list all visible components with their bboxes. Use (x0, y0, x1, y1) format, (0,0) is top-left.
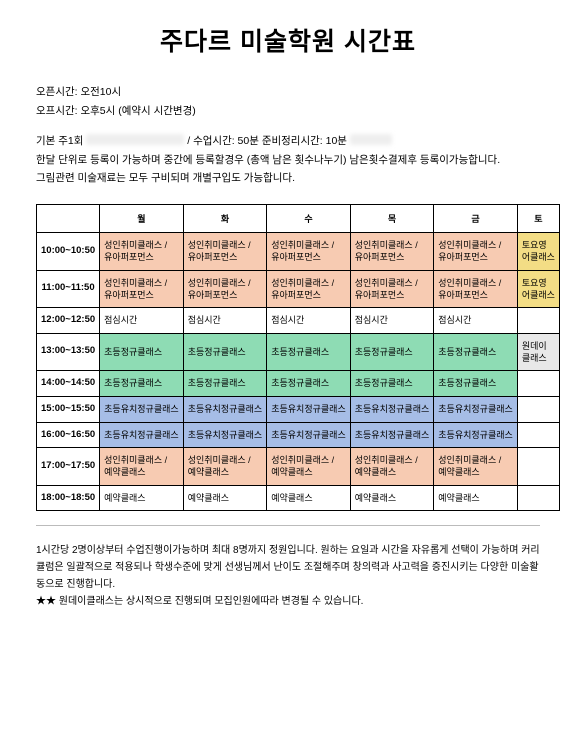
class-cell: 점심시간 (100, 307, 184, 333)
timetable: 월화수목금토 10:00~10:50성인취미클래스 / 유아퍼포먼스성인취미클래… (36, 204, 560, 511)
time-cell: 14:00~14:50 (37, 370, 100, 396)
table-row: 13:00~13:50초등정규클래스초등정규클래스초등정규클래스초등정규클래스초… (37, 333, 560, 370)
header-day: 금 (434, 205, 518, 233)
time-cell: 15:00~15:50 (37, 396, 100, 422)
class-cell: 예약클래스 (434, 485, 518, 511)
time-cell: 10:00~10:50 (37, 233, 100, 270)
time-cell: 11:00~11:50 (37, 270, 100, 307)
class-cell: 초등정규클래스 (267, 333, 351, 370)
time-cell: 18:00~18:50 (37, 485, 100, 511)
header-day: 월 (100, 205, 184, 233)
page-title: 주다르 미술학원 시간표 (36, 22, 540, 58)
footnote: 1시간당 2명이상부터 수업진행이가능하며 최대 8명까지 정원입니다. 원하는… (36, 542, 540, 610)
class-cell: 성인취미클래스 / 예약클래스 (267, 448, 351, 485)
header-time (37, 205, 100, 233)
table-row: 17:00~17:50성인취미클래스 / 예약클래스성인취미클래스 / 예약클래… (37, 448, 560, 485)
class-cell: 초등정규클래스 (350, 333, 434, 370)
desc-line-1: 기본 주1회 xxxxxxxx / 수업시간: 50분 준비정리시간: 10분 … (36, 133, 540, 151)
timetable-body: 10:00~10:50성인취미클래스 / 유아퍼포먼스성인취미클래스 / 유아퍼… (37, 233, 560, 511)
desc-line-3: 그림관련 미술재료는 모두 구비되며 개별구입도 가능합니다. (36, 170, 540, 188)
class-cell: 점심시간 (183, 307, 267, 333)
class-cell: 초등유치정규클래스 (350, 422, 434, 448)
class-cell: 예약클래스 (100, 485, 184, 511)
class-cell: 성인취미클래스 / 예약클래스 (183, 448, 267, 485)
header-day: 목 (350, 205, 434, 233)
class-cell: 초등유치정규클래스 (100, 396, 184, 422)
class-cell: 성인취미클래스 / 유아퍼포먼스 (267, 270, 351, 307)
time-cell: 13:00~13:50 (37, 333, 100, 370)
class-cell: 초등정규클래스 (434, 370, 518, 396)
class-cell: 예약클래스 (267, 485, 351, 511)
time-cell: 16:00~16:50 (37, 422, 100, 448)
class-cell: 성인취미클래스 / 유아퍼포먼스 (100, 270, 184, 307)
class-cell: 성인취미클래스 / 유아퍼포먼스 (100, 233, 184, 270)
desc1a: 기본 주1회 (36, 135, 83, 147)
class-cell: 초등유치정규클래스 (434, 422, 518, 448)
class-cell (517, 370, 559, 396)
table-row: 15:00~15:50초등유치정규클래스초등유치정규클래스초등유치정규클래스초등… (37, 396, 560, 422)
header-day: 토 (517, 205, 559, 233)
class-cell: 성인취미클래스 / 예약클래스 (350, 448, 434, 485)
table-row: 11:00~11:50성인취미클래스 / 유아퍼포먼스성인취미클래스 / 유아퍼… (37, 270, 560, 307)
table-row: 12:00~12:50점심시간점심시간점심시간점심시간점심시간 (37, 307, 560, 333)
close-time: 오프시간: 오후5시 (예약시 시간변경) (36, 103, 540, 121)
class-cell: 성인취미클래스 / 유아퍼포먼스 (350, 270, 434, 307)
class-cell: 초등정규클래스 (434, 333, 518, 370)
class-cell: 초등정규클래스 (100, 370, 184, 396)
class-cell: 예약클래스 (183, 485, 267, 511)
table-row: 14:00~14:50초등정규클래스초등정규클래스초등정규클래스초등정규클래스초… (37, 370, 560, 396)
table-row: 16:00~16:50초등유치정규클래스초등유치정규클래스초등유치정규클래스초등… (37, 422, 560, 448)
document-page: 주다르 미술학원 시간표 오픈시간: 오전10시 오프시간: 오후5시 (예약시… (0, 0, 576, 630)
class-cell: 예약클래스 (350, 485, 434, 511)
class-cell: 초등유치정규클래스 (350, 396, 434, 422)
divider (36, 525, 540, 526)
class-cell: 초등유치정규클래스 (183, 422, 267, 448)
open-time: 오픈시간: 오전10시 (36, 84, 540, 102)
header-day: 수 (267, 205, 351, 233)
class-cell: 초등정규클래스 (183, 333, 267, 370)
class-cell (517, 422, 559, 448)
info-block: 오픈시간: 오전10시 오프시간: 오후5시 (예약시 시간변경) (36, 84, 540, 121)
class-cell: 점심시간 (434, 307, 518, 333)
class-cell: 초등유치정규클래스 (100, 422, 184, 448)
class-cell (517, 448, 559, 485)
footnote-line-2: ★★ 원데이클래스는 상시적으로 진행되며 모집인원에따라 변경될 수 있습니다… (36, 593, 540, 610)
class-cell: 성인취미클래스 / 유아퍼포먼스 (183, 233, 267, 270)
class-cell: 성인취미클래스 / 유아퍼포먼스 (434, 233, 518, 270)
class-cell: 초등유치정규클래스 (267, 396, 351, 422)
class-cell: 원데이 클래스 (517, 333, 559, 370)
desc-line-2: 한달 단위로 등록이 가능하며 중간에 등록할경우 (총액 남은 횟수나누기) … (36, 152, 540, 170)
footnote-line-1: 1시간당 2명이상부터 수업진행이가능하며 최대 8명까지 정원입니다. 원하는… (36, 542, 540, 593)
blur-region-2: xxx (350, 134, 392, 145)
class-cell (517, 307, 559, 333)
class-cell: 성인취미클래스 / 유아퍼포먼스 (183, 270, 267, 307)
class-cell: 초등정규클래스 (350, 370, 434, 396)
time-cell: 17:00~17:50 (37, 448, 100, 485)
class-cell: 토요영 어클래스 (517, 233, 559, 270)
class-cell: 초등정규클래스 (100, 333, 184, 370)
blur-region-1: xxxxxxxx (86, 134, 184, 145)
table-row: 10:00~10:50성인취미클래스 / 유아퍼포먼스성인취미클래스 / 유아퍼… (37, 233, 560, 270)
class-cell (517, 396, 559, 422)
class-cell: 점심시간 (350, 307, 434, 333)
table-row: 18:00~18:50예약클래스예약클래스예약클래스예약클래스예약클래스 (37, 485, 560, 511)
time-cell: 12:00~12:50 (37, 307, 100, 333)
class-cell: 점심시간 (267, 307, 351, 333)
timetable-head: 월화수목금토 (37, 205, 560, 233)
class-cell: 초등정규클래스 (183, 370, 267, 396)
class-cell: 토요영 어클래스 (517, 270, 559, 307)
desc1b: / 수업시간: 50분 준비정리시간: 10분 (187, 135, 347, 147)
class-cell: 성인취미클래스 / 유아퍼포먼스 (434, 270, 518, 307)
class-cell: 성인취미클래스 / 예약클래스 (434, 448, 518, 485)
header-day: 화 (183, 205, 267, 233)
class-cell (517, 485, 559, 511)
class-cell: 성인취미클래스 / 예약클래스 (100, 448, 184, 485)
class-cell: 성인취미클래스 / 유아퍼포먼스 (267, 233, 351, 270)
class-cell: 성인취미클래스 / 유아퍼포먼스 (350, 233, 434, 270)
class-cell: 초등유치정규클래스 (183, 396, 267, 422)
desc-block: 기본 주1회 xxxxxxxx / 수업시간: 50분 준비정리시간: 10분 … (36, 133, 540, 189)
class-cell: 초등유치정규클래스 (434, 396, 518, 422)
class-cell: 초등정규클래스 (267, 370, 351, 396)
class-cell: 초등유치정규클래스 (267, 422, 351, 448)
